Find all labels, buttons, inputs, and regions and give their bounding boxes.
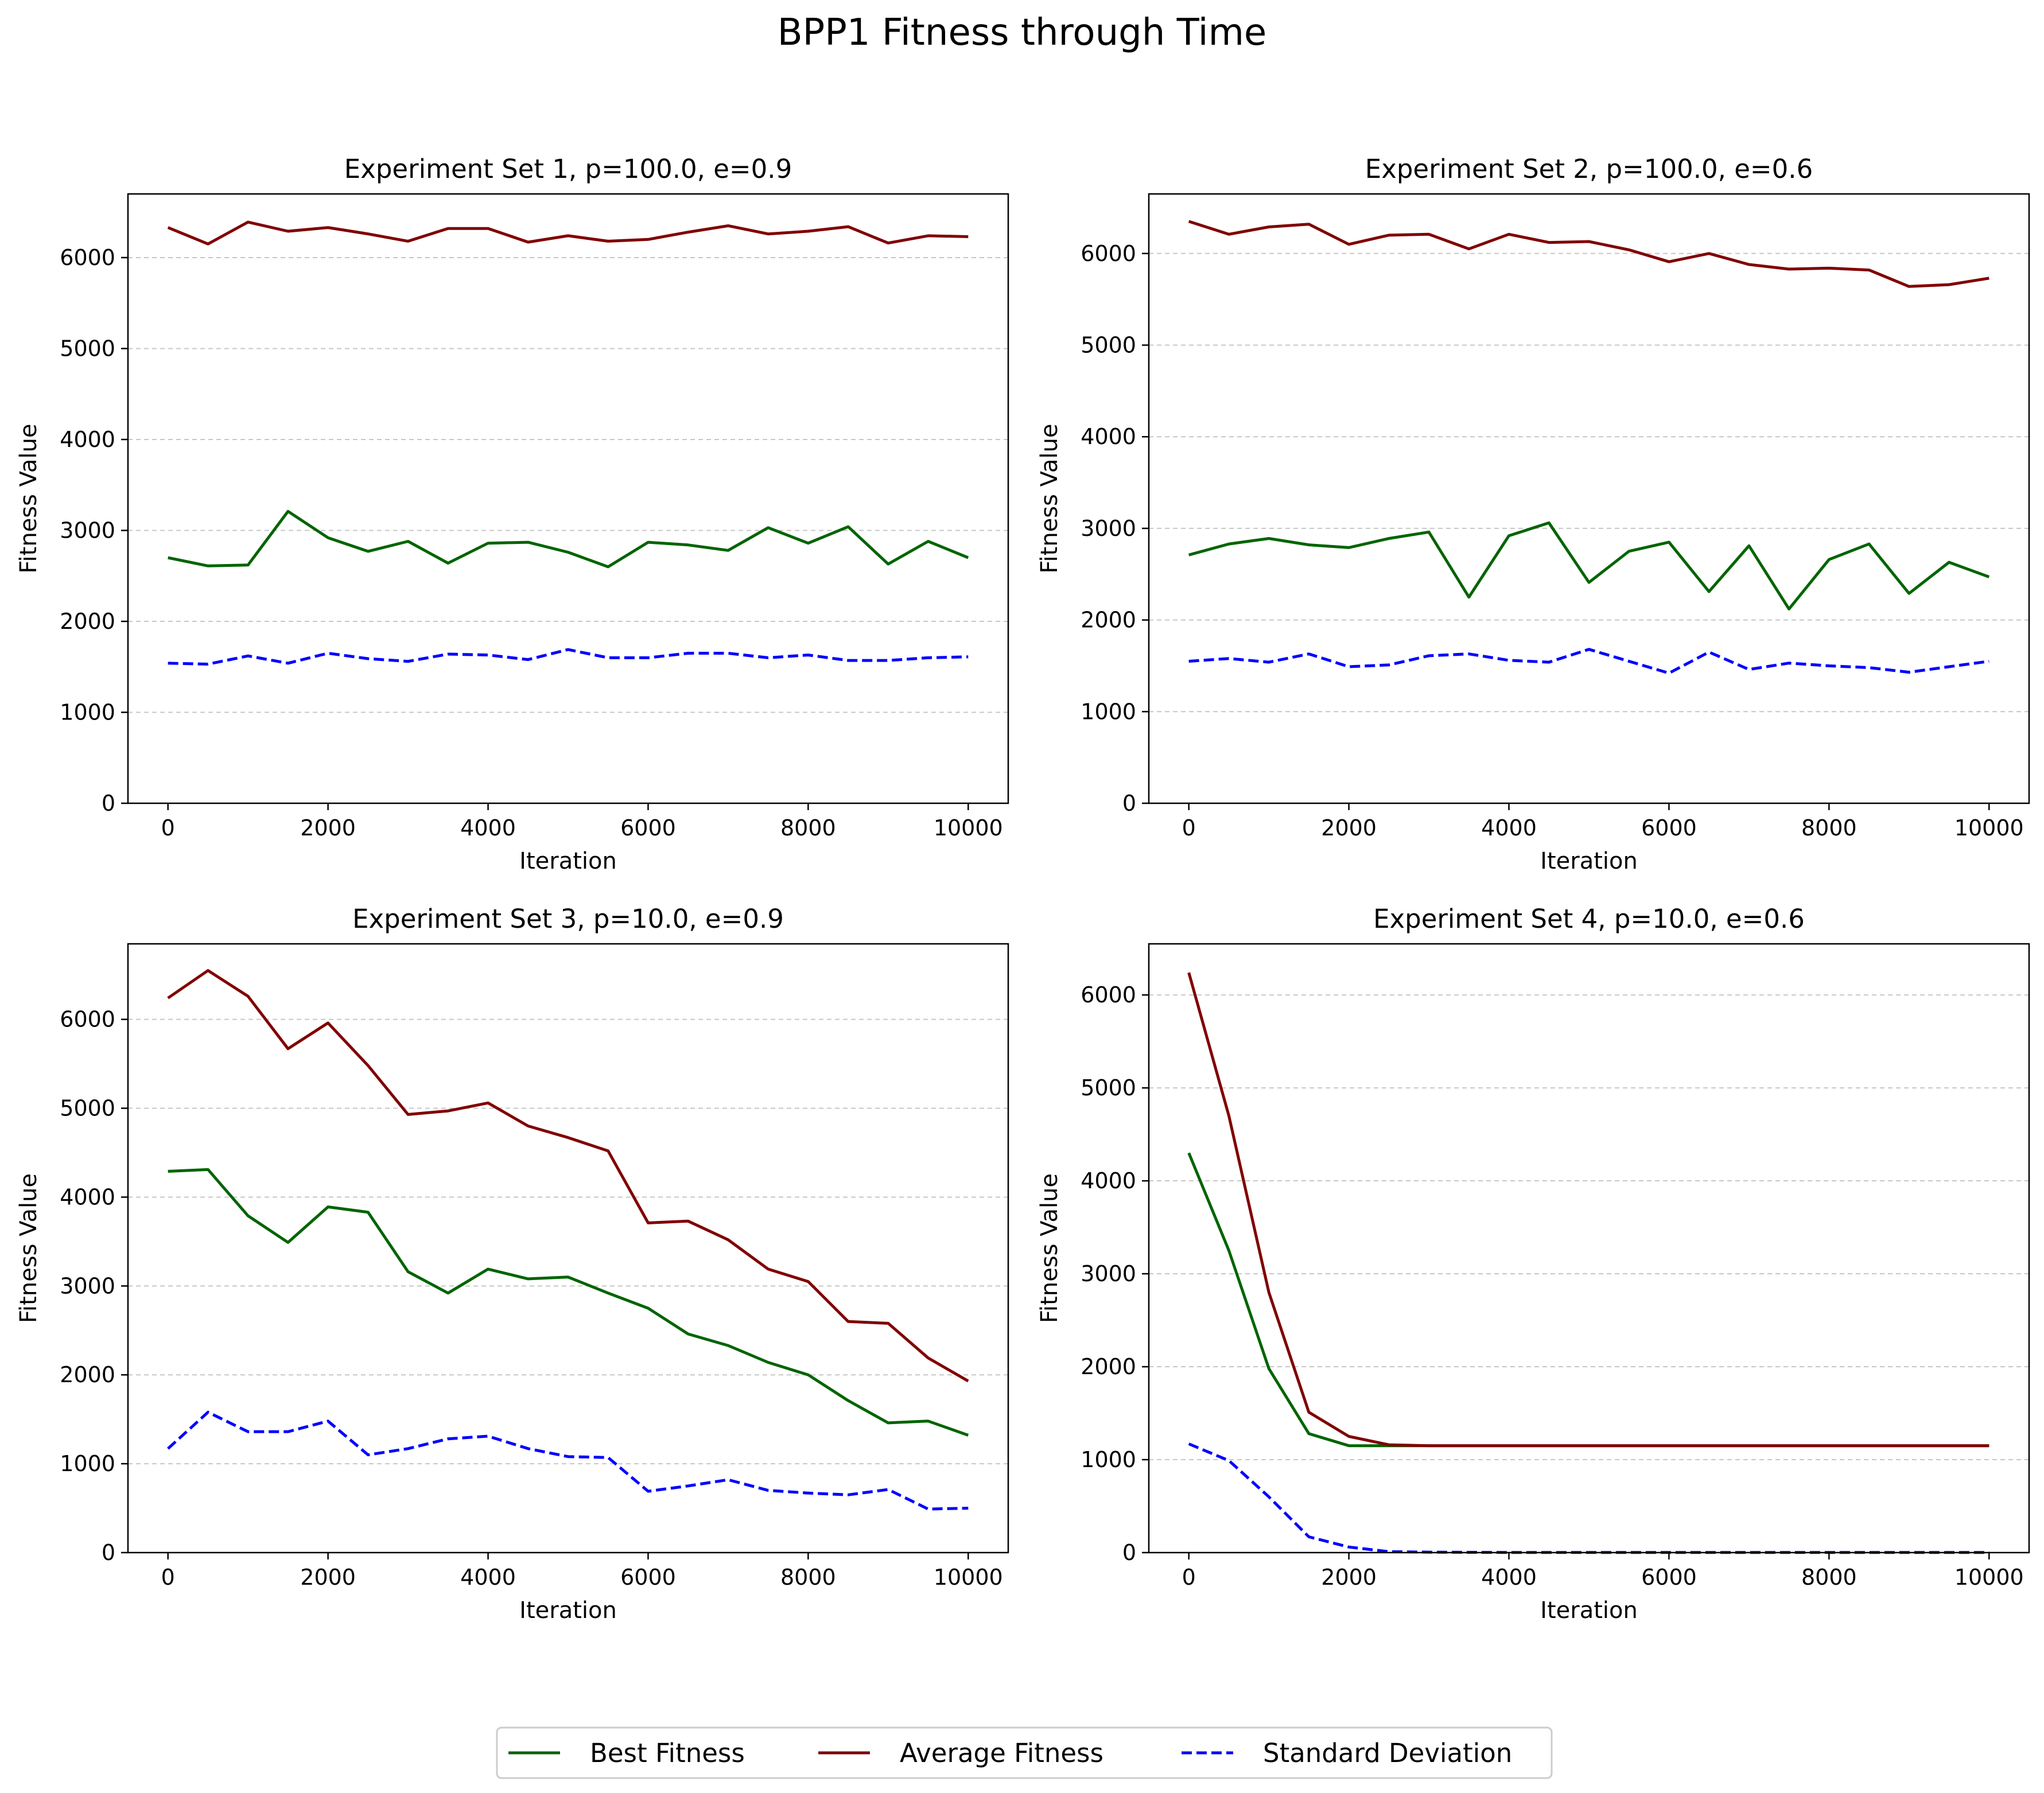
x-tick-label: 10000: [934, 1565, 1003, 1590]
y-axis-label: Fitness Value: [15, 1173, 42, 1323]
y-tick-label: 5000: [60, 1096, 115, 1121]
y-tick-label: 4000: [1081, 424, 1136, 449]
series-line-average-fitness: [1188, 220, 1989, 288]
x-tick-label: 6000: [1641, 1565, 1697, 1590]
legend-label: Standard Deviation: [1263, 1738, 1512, 1768]
y-tick-label: 3000: [1081, 1261, 1136, 1286]
series-line-standard-deviation: [167, 1410, 969, 1511]
x-tick-label: 4000: [1481, 815, 1537, 841]
y-tick-label: 6000: [1081, 982, 1136, 1008]
y-tick-label: 4000: [60, 427, 115, 452]
x-axis-label: Iteration: [1540, 1597, 1638, 1624]
x-tick-label: 8000: [1801, 1565, 1857, 1590]
y-tick-label: 4000: [1081, 1168, 1136, 1193]
y-axis-label: Fitness Value: [1036, 423, 1063, 573]
figure-title: BPP1 Fitness through Time: [778, 11, 1267, 54]
legend-box: [496, 1726, 1553, 1779]
x-tick-label: 0: [161, 815, 175, 841]
x-tick-label: 10000: [934, 815, 1003, 841]
y-tick-label: 5000: [1081, 333, 1136, 358]
series-line-average-fitness: [167, 220, 969, 246]
plot-frame: [127, 943, 1009, 1554]
series-line-best-fitness: [168, 1168, 969, 1437]
x-tick-label: 10000: [1954, 815, 2024, 841]
series-line-standard-deviation: [168, 648, 969, 666]
x-tick-label: 0: [161, 1565, 175, 1590]
y-axis-label: Fitness Value: [15, 423, 42, 573]
y-tick-label: 2000: [1081, 1354, 1136, 1379]
y-tick-label: 6000: [60, 245, 115, 270]
x-tick-label: 8000: [780, 815, 836, 841]
x-tick-label: 6000: [620, 1565, 676, 1590]
y-tick-label: 5000: [1081, 1075, 1136, 1100]
y-tick-label: 0: [1122, 791, 1136, 816]
y-axis-label: Fitness Value: [1036, 1173, 1063, 1323]
y-tick-label: 2000: [60, 609, 115, 634]
y-tick-label: 1000: [1081, 1447, 1136, 1472]
subplot-title: Experiment Set 3, p=10.0, e=0.9: [352, 904, 784, 934]
series-line-standard-deviation: [1188, 648, 1989, 675]
x-tick-label: 0: [1182, 815, 1196, 841]
subplot-title: Experiment Set 1, p=100.0, e=0.9: [344, 154, 792, 184]
y-tick-label: 1000: [1081, 699, 1136, 724]
x-tick-label: 4000: [460, 1565, 516, 1590]
y-tick-label: 0: [1122, 1540, 1136, 1565]
y-tick-label: 3000: [60, 1273, 115, 1298]
x-tick-label: 0: [1182, 1565, 1196, 1590]
subplot-3: 0 2000 4000 6000 8000 10000 0 1000 2000 3000 4000 5…: [15, 904, 1009, 1624]
subplot-grid: 0 2000 4000 6000 8000 10000010002000300040005…: [15, 154, 2030, 1624]
x-tick-label: 2000: [300, 1565, 356, 1590]
y-tick-label: 1000: [60, 1451, 115, 1476]
y-tick-label: 2000: [60, 1362, 115, 1387]
y-tick-label: 0: [102, 791, 115, 816]
x-tick-label: 2000: [300, 815, 356, 841]
y-tick-label: 4000: [60, 1184, 115, 1209]
x-tick-label: 6000: [620, 815, 676, 841]
plot-frame: [1148, 943, 2030, 1554]
plot-frame: [127, 193, 1009, 804]
subplot-4: 0 2000 4000 6000 8000 10000 0 1000 2000 3000 4000 5…: [1036, 904, 2030, 1624]
series-line-average-fitness: [1187, 972, 1989, 1448]
legend: Best Fitness Average Fitness Standard Devi…: [496, 1726, 1553, 1779]
x-tick-label: 4000: [1481, 1565, 1537, 1590]
x-tick-label: 2000: [1321, 1565, 1377, 1590]
x-axis-label: Iteration: [1540, 848, 1638, 874]
x-axis-label: Iteration: [519, 1597, 617, 1624]
legend-label: Best Fitness: [590, 1738, 745, 1768]
series-line-standard-deviation: [1188, 1442, 1989, 1554]
y-tick-label: 3000: [60, 518, 115, 543]
x-tick-label: 2000: [1321, 815, 1377, 841]
legend-label: Average Fitness: [900, 1738, 1103, 1768]
subplot-title: Experiment Set 2, p=100.0, e=0.6: [1365, 154, 1813, 184]
y-tick-label: 3000: [1081, 516, 1136, 541]
y-tick-label: 5000: [60, 336, 115, 361]
subplot-title: Experiment Set 4, p=10.0, e=0.6: [1373, 904, 1805, 934]
x-tick-label: 10000: [1954, 1565, 2024, 1590]
x-tick-label: 8000: [780, 1565, 836, 1590]
y-tick-label: 2000: [1081, 608, 1136, 633]
y-tick-label: 6000: [1081, 241, 1136, 266]
series-line-average-fitness: [167, 969, 969, 1383]
subplot-1: 0 2000 4000 6000 8000 10000 0 1000 2000 3000 4000 5…: [15, 154, 1009, 874]
x-tick-label: 8000: [1801, 815, 1857, 841]
subplot-2: 0 2000 4000 6000 8000 10000 0 1000 2000 3000 4000 5…: [1036, 154, 2030, 874]
series-line-best-fitness: [1187, 1152, 1989, 1448]
x-axis-label: Iteration: [519, 848, 617, 874]
x-tick-label: 4000: [460, 815, 516, 841]
y-tick-label: 1000: [60, 699, 115, 725]
y-tick-label: 6000: [60, 1007, 115, 1032]
series-line-best-fitness: [168, 509, 969, 569]
x-tick-label: 6000: [1641, 815, 1697, 841]
plot-frame: [1148, 193, 2030, 804]
series-line-best-fitness: [1188, 521, 1990, 610]
y-tick-label: 0: [102, 1540, 115, 1565]
